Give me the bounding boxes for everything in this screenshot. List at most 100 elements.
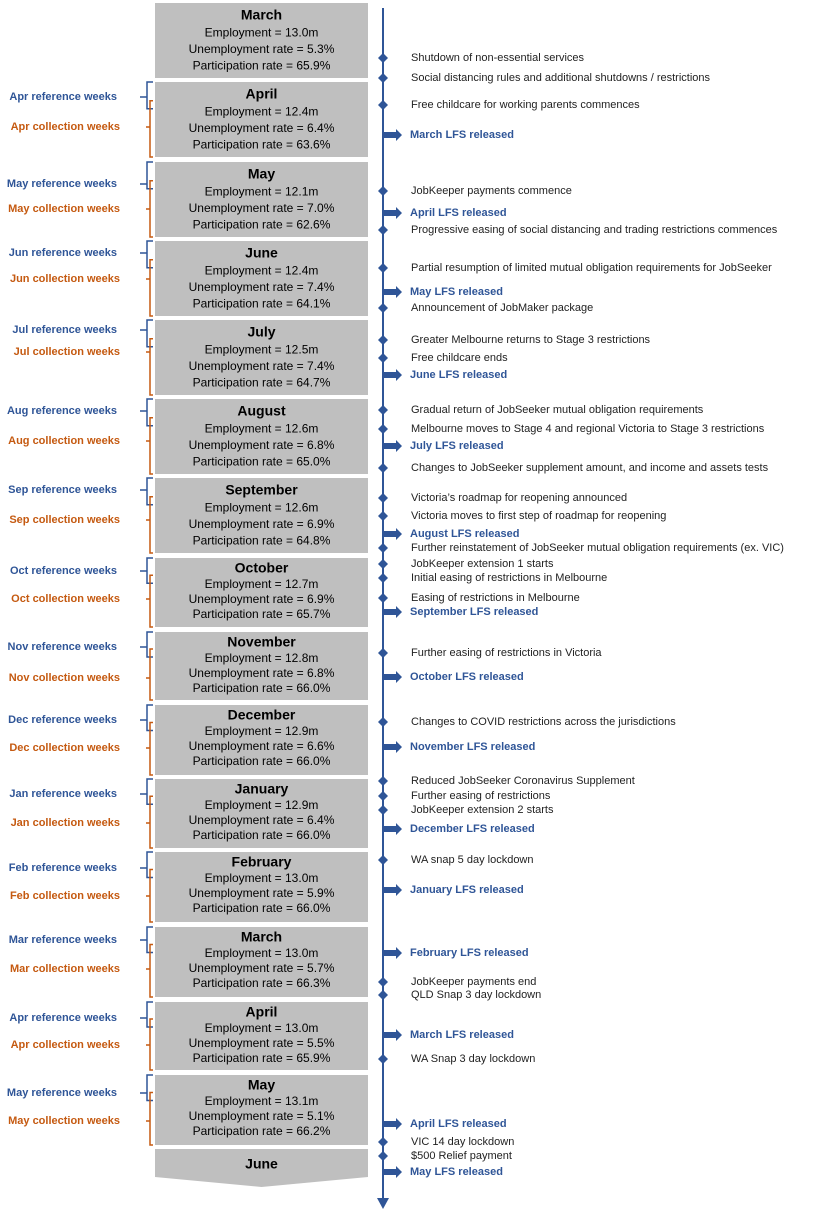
event-diamond xyxy=(378,303,388,313)
event-label: Announcement of JobMaker package xyxy=(411,302,593,314)
release-arrow xyxy=(384,741,402,753)
collection-weeks-label: Oct collection weeks xyxy=(11,593,120,605)
month-stat: Unemployment rate = 6.9% xyxy=(189,592,335,606)
month-stat: Participation rate = 63.6% xyxy=(193,138,331,152)
month-title: February xyxy=(232,854,292,870)
event-label: JobKeeper extension 1 starts xyxy=(411,558,554,570)
release-event: May LFS released xyxy=(410,286,503,298)
month-title: June xyxy=(245,245,278,261)
month-box xyxy=(155,478,368,553)
month-stat: Employment = 13.0m xyxy=(205,26,319,40)
month-stat: Unemployment rate = 7.4% xyxy=(189,359,335,373)
event-diamond xyxy=(378,186,388,196)
month-stat: Employment = 12.6m xyxy=(205,422,319,436)
collection-weeks-label: Nov collection weeks xyxy=(9,672,120,684)
reference-bracket xyxy=(140,240,153,269)
event-diamond xyxy=(378,263,388,273)
month-title: April xyxy=(246,86,278,102)
month-stat: Unemployment rate = 5.9% xyxy=(189,886,335,900)
event-label: JobKeeper payments commence xyxy=(411,185,572,197)
month-title: March xyxy=(241,929,282,945)
release-event: August LFS released xyxy=(410,528,519,540)
collection-weeks-label: Jun collection weeks xyxy=(10,273,120,285)
release-event: May LFS released xyxy=(410,1166,503,1178)
event-label: WA snap 5 day lockdown xyxy=(411,854,534,866)
event-diamond xyxy=(378,977,388,987)
event-label: Greater Melbourne returns to Stage 3 res… xyxy=(411,334,651,346)
month-title: August xyxy=(237,403,286,419)
release-event: March LFS released xyxy=(410,129,514,141)
event-diamond xyxy=(378,593,388,603)
event-label: $500 Relief payment xyxy=(411,1150,512,1162)
month-stat: Unemployment rate = 6.9% xyxy=(189,517,335,531)
month-title: November xyxy=(227,634,296,650)
reference-weeks-label: Apr reference weeks xyxy=(9,1012,117,1024)
month-stat: Unemployment rate = 6.4% xyxy=(189,813,335,827)
reference-weeks-label: Nov reference weeks xyxy=(8,641,117,653)
event-label: Shutdown of non-essential services xyxy=(411,52,585,64)
reference-weeks-label: Apr reference weeks xyxy=(9,91,117,103)
reference-weeks-label: Dec reference weeks xyxy=(8,714,117,726)
month-stat: Employment = 13.0m xyxy=(205,871,319,885)
event-diamond xyxy=(378,53,388,63)
collection-bracket xyxy=(146,574,153,628)
month-title: December xyxy=(228,707,296,723)
reference-weeks-label: May reference weeks xyxy=(7,1087,117,1099)
event-diamond xyxy=(378,559,388,569)
release-arrow xyxy=(384,528,402,540)
event-label: Victoria moves to first step of roadmap … xyxy=(411,510,666,522)
month-title: March xyxy=(241,7,282,23)
month-box xyxy=(155,927,368,997)
collection-bracket xyxy=(146,338,153,396)
event-label: JobKeeper extension 2 starts xyxy=(411,804,554,816)
reference-bracket xyxy=(140,319,153,348)
event-label: Further easing of restrictions in Victor… xyxy=(411,647,602,659)
release-event: February LFS released xyxy=(410,947,529,959)
event-label: WA Snap 3 day lockdown xyxy=(411,1053,535,1065)
month-stat: Employment = 12.4m xyxy=(205,105,319,119)
month-stat: Employment = 12.7m xyxy=(205,577,319,591)
event-diamond xyxy=(378,543,388,553)
collection-weeks-label: Sep collection weeks xyxy=(9,514,120,526)
collection-weeks-label: Jan collection weeks xyxy=(11,817,120,829)
month-title: May xyxy=(248,1077,275,1093)
release-event: January LFS released xyxy=(410,884,524,896)
release-event: July LFS released xyxy=(410,440,504,452)
release-arrow xyxy=(384,606,402,618)
month-box xyxy=(155,558,368,627)
reference-weeks-label: Aug reference weeks xyxy=(7,405,117,417)
event-diamond xyxy=(378,100,388,110)
event-diamond xyxy=(378,335,388,345)
collection-bracket xyxy=(146,868,153,923)
month-stat: Unemployment rate = 7.0% xyxy=(189,201,335,215)
event-diamond xyxy=(378,776,388,786)
event-diamond xyxy=(378,990,388,1000)
month-arrow xyxy=(155,1149,368,1187)
release-event: March LFS released xyxy=(410,1029,514,1041)
reference-bracket xyxy=(140,161,153,190)
release-arrow xyxy=(384,884,402,896)
month-stat: Participation rate = 64.8% xyxy=(193,534,331,548)
month-stat: Participation rate = 66.0% xyxy=(193,901,331,915)
reference-bracket xyxy=(140,1001,153,1028)
month-stat: Participation rate = 66.0% xyxy=(193,681,331,695)
month-box xyxy=(155,632,368,700)
month-stat: Participation rate = 62.6% xyxy=(193,218,331,232)
month-title: April xyxy=(246,1004,278,1020)
month-box xyxy=(155,162,368,237)
release-event: April LFS released xyxy=(410,1118,507,1130)
reference-bracket xyxy=(140,398,153,427)
month-box xyxy=(155,3,368,78)
event-diamond xyxy=(378,353,388,363)
month-stat: Unemployment rate = 5.5% xyxy=(189,1036,335,1050)
collection-bracket xyxy=(146,417,153,475)
month-stat: Employment = 13.0m xyxy=(205,946,319,960)
collection-weeks-label: Apr collection weeks xyxy=(11,121,120,133)
reference-weeks-label: Mar reference weeks xyxy=(9,934,117,946)
month-title: January xyxy=(235,781,289,797)
event-label: Changes to COVID restrictions across the… xyxy=(411,716,676,728)
event-label: Initial easing of restrictions in Melbou… xyxy=(411,572,607,584)
month-stat: Unemployment rate = 6.8% xyxy=(189,438,335,452)
event-diamond xyxy=(378,511,388,521)
reference-bracket xyxy=(140,926,153,954)
